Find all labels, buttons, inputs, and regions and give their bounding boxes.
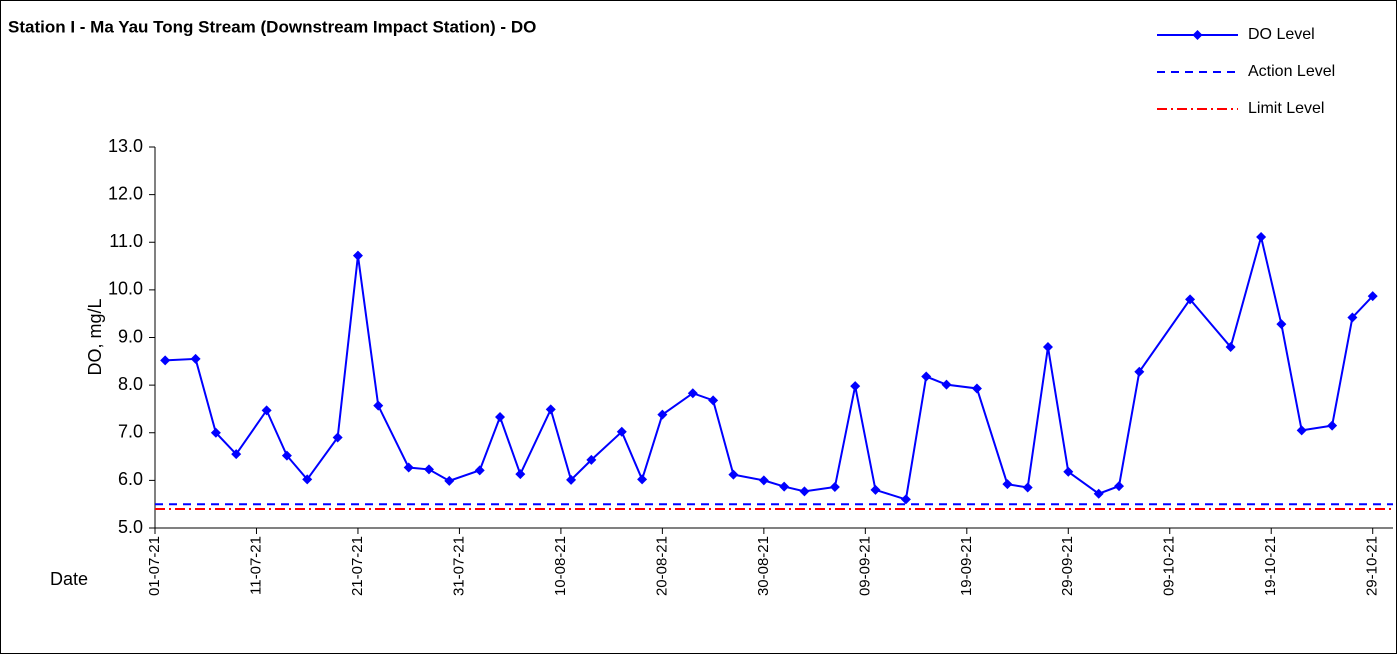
data-point	[971, 383, 982, 394]
y-tick-label: 12.0	[108, 183, 143, 203]
data-point	[616, 426, 627, 437]
data-point	[190, 353, 201, 364]
data-point	[637, 474, 648, 485]
data-point	[566, 474, 577, 485]
legend-label: DO Level	[1248, 26, 1315, 43]
data-point	[708, 395, 719, 406]
data-point	[1256, 232, 1267, 243]
data-point	[728, 469, 739, 480]
data-point	[1276, 319, 1287, 330]
data-point	[352, 250, 363, 261]
x-tick-label: 19-09-21	[958, 536, 975, 596]
y-tick-label: 13.0	[108, 136, 143, 156]
data-point	[515, 469, 526, 480]
data-line	[165, 236, 1374, 501]
chart-title: Station I - Ma Yau Tong Stream (Downstre…	[8, 17, 536, 36]
data-point	[302, 474, 313, 485]
data-point	[900, 494, 911, 505]
legend-label: Action Level	[1248, 63, 1335, 80]
data-point	[687, 388, 698, 399]
data-point	[474, 465, 485, 476]
data-point	[941, 379, 952, 390]
data-point	[210, 427, 221, 438]
x-tick-label: 29-09-21	[1059, 536, 1076, 596]
x-tick-label: 01-07-21	[146, 536, 163, 596]
data-point	[545, 404, 556, 415]
data-point	[1367, 291, 1378, 302]
x-axis-label: Date	[50, 569, 88, 589]
legend-marker	[1192, 30, 1203, 40]
y-tick-label: 10.0	[108, 279, 143, 299]
data-point	[423, 464, 434, 475]
y-tick-label: 9.0	[118, 326, 143, 346]
x-tick-label: 29-10-21	[1364, 536, 1381, 596]
y-tick-label: 7.0	[118, 422, 143, 442]
data-point	[1093, 488, 1104, 499]
x-tick-label: 20-08-21	[653, 536, 670, 596]
data-point	[1347, 312, 1358, 323]
data-point	[1063, 466, 1074, 477]
data-point	[1185, 294, 1196, 305]
data-point	[231, 449, 242, 460]
data-point	[850, 381, 861, 392]
data-point	[799, 486, 810, 497]
data-point	[1042, 342, 1053, 353]
data-point	[829, 482, 840, 493]
x-tick-label: 30-08-21	[755, 536, 772, 596]
data-point	[657, 409, 668, 420]
data-point	[586, 454, 597, 465]
data-point	[1134, 366, 1145, 377]
data-point	[758, 475, 769, 486]
data-point	[495, 412, 506, 423]
y-tick-label: 11.0	[109, 231, 143, 251]
data-point	[870, 484, 881, 495]
x-tick-label: 09-09-21	[856, 536, 873, 596]
y-tick-label: 8.0	[118, 374, 143, 394]
x-tick-label: 21-07-21	[349, 536, 366, 596]
data-point	[1225, 342, 1236, 353]
x-tick-label: 10-08-21	[552, 536, 569, 596]
x-tick-label: 19-10-21	[1262, 536, 1279, 596]
data-point	[373, 400, 384, 411]
data-point	[1327, 420, 1338, 431]
y-axis-label: DO, mg/L	[85, 298, 105, 375]
x-tick-label: 11-07-21	[247, 536, 264, 595]
legend-label: Limit Level	[1248, 100, 1324, 117]
data-point	[1022, 482, 1033, 493]
data-point	[1114, 481, 1125, 492]
x-tick-label: 09-10-21	[1161, 536, 1178, 596]
data-point	[779, 481, 790, 492]
data-point	[403, 462, 414, 473]
y-tick-label: 5.0	[118, 517, 143, 537]
data-point	[1296, 425, 1307, 436]
data-point	[160, 355, 171, 366]
data-point	[444, 475, 455, 486]
data-point	[332, 432, 343, 443]
data-point	[281, 450, 292, 461]
data-point	[1002, 479, 1013, 490]
y-tick-label: 6.0	[118, 469, 143, 489]
data-point	[921, 371, 932, 382]
x-tick-label: 31-07-21	[450, 536, 467, 596]
data-point	[261, 405, 272, 416]
